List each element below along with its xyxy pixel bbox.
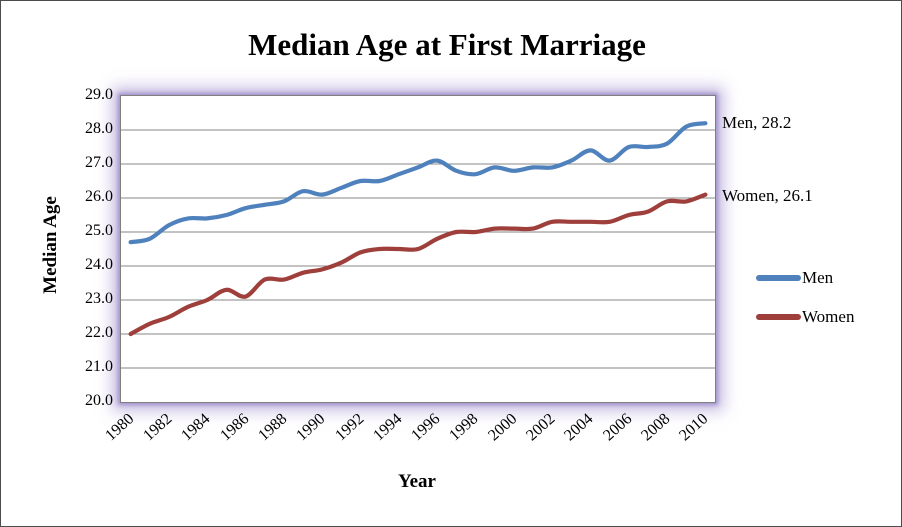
- y-tick-label: 29.0: [85, 86, 113, 103]
- legend: Men Women: [756, 268, 854, 327]
- y-tick-label: 28.0: [85, 120, 113, 137]
- legend-item-men: Men: [756, 268, 854, 288]
- series-end-label-men: Men, 28.2: [722, 113, 792, 132]
- y-tick-label: 22.0: [85, 324, 113, 341]
- y-tick-label: 25.0: [85, 222, 113, 239]
- legend-item-women: Women: [756, 307, 854, 327]
- men-line: [128, 121, 708, 245]
- y-tick-label: 27.0: [85, 154, 113, 171]
- chart-title: Median Age at First Marriage: [248, 27, 646, 62]
- y-tick-label: 24.0: [85, 256, 113, 273]
- y-tick-label: 26.0: [85, 188, 113, 205]
- women-line: [128, 192, 708, 337]
- x-axis-title: Year: [398, 471, 436, 492]
- series-end-label-women: Women, 26.1: [722, 186, 813, 205]
- y-tick-label: 20.0: [85, 392, 113, 409]
- y-tick-label: 21.0: [85, 358, 113, 375]
- legend-label-men: Men: [802, 268, 834, 287]
- legend-swatch-women-line: [756, 314, 801, 320]
- plot-canvas: [121, 121, 715, 369]
- y-tick-label: 23.0: [85, 290, 113, 307]
- legend-label-women: Women: [802, 307, 855, 326]
- plot-area: [120, 95, 716, 403]
- legend-swatch-men-line: [756, 275, 801, 281]
